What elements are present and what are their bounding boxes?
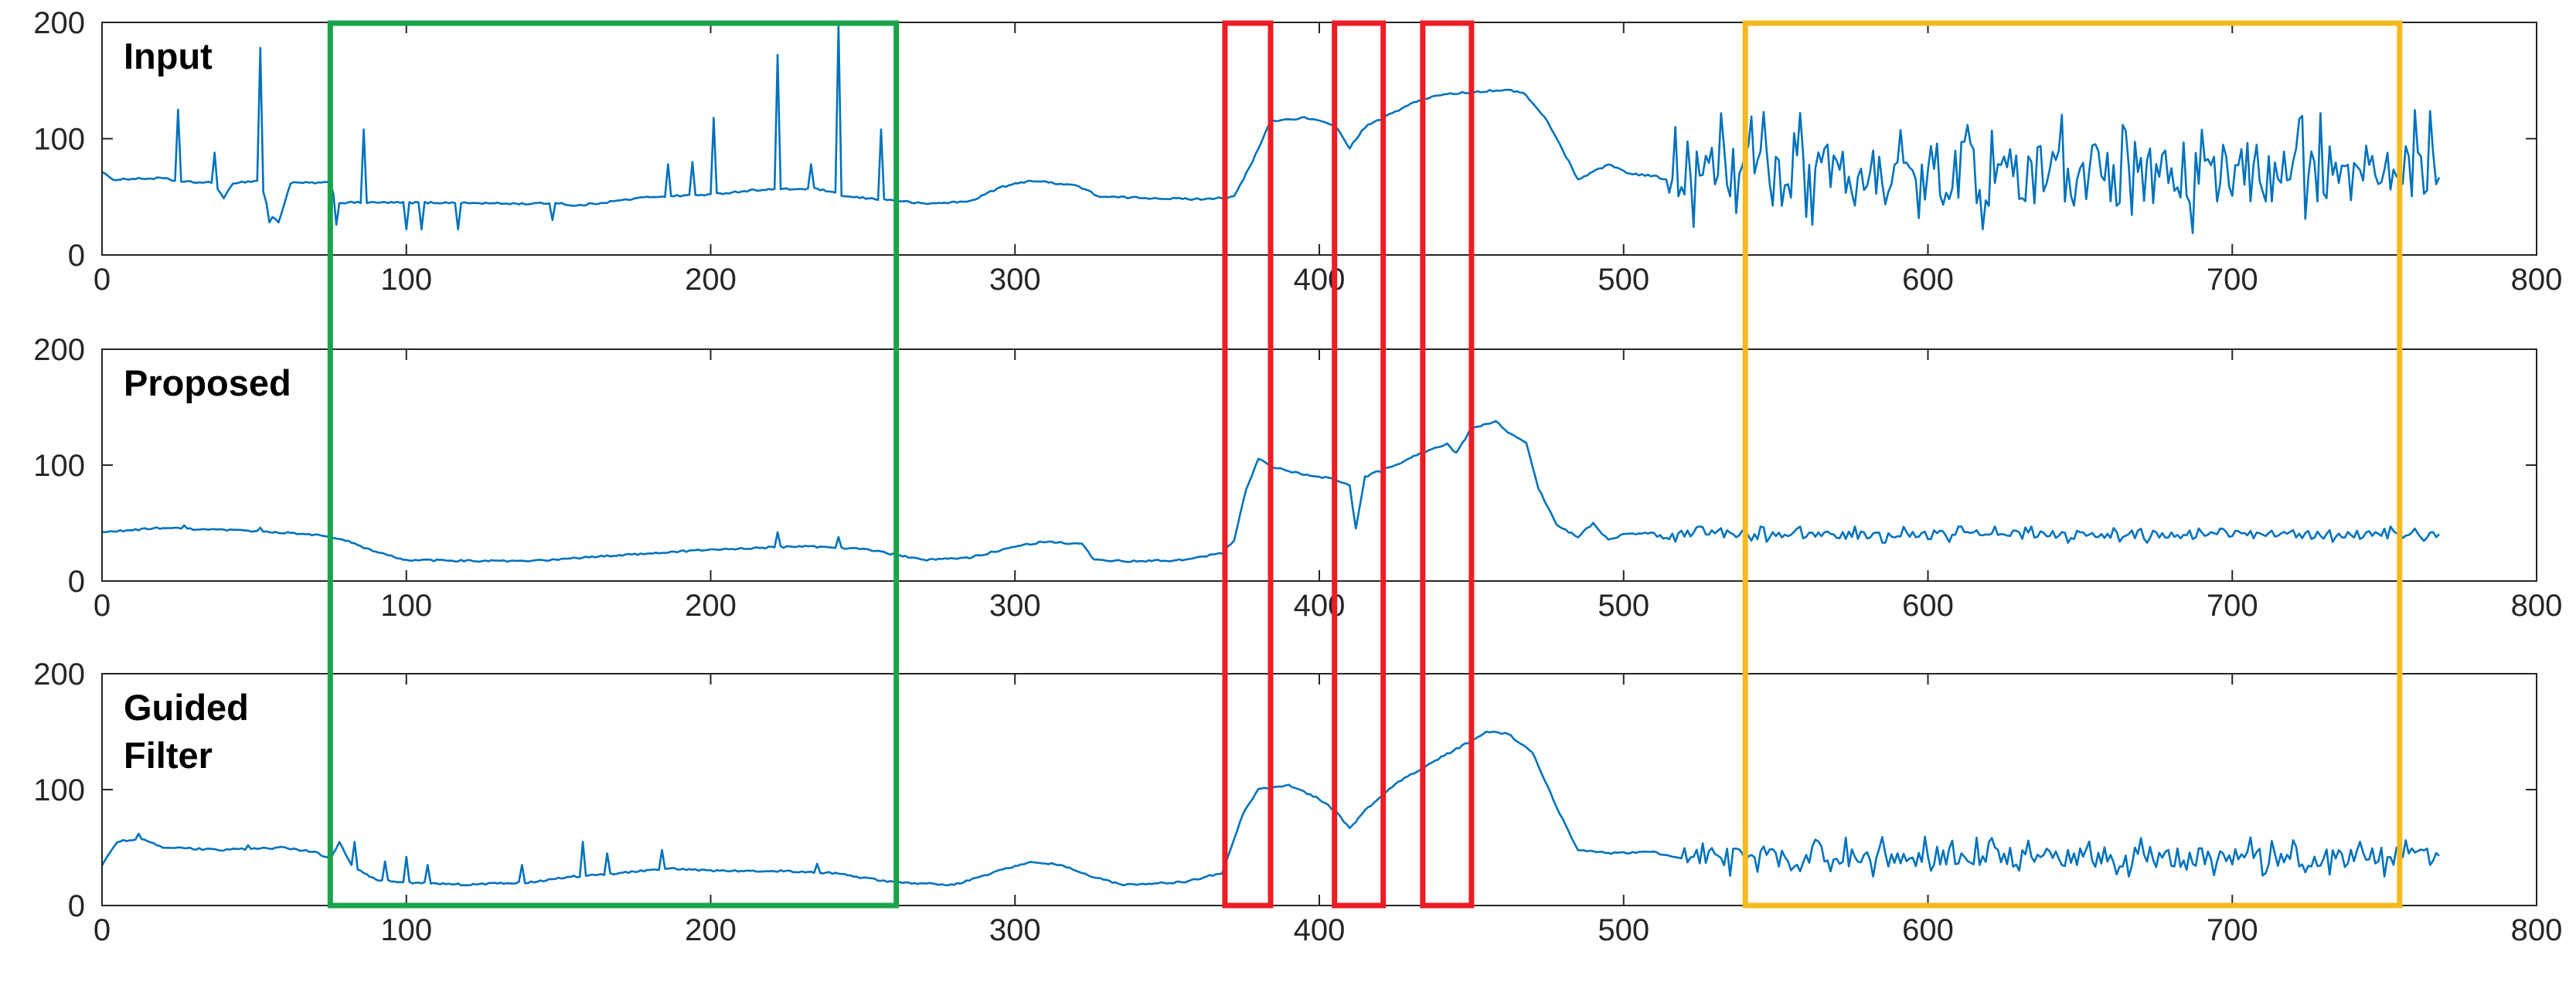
x-tick-label: 800 [2511,589,2563,623]
panel-label: Input [124,36,213,76]
x-tick-label: 200 [685,263,737,297]
y-tick-label: 200 [33,6,85,40]
y-tick-label: 100 [33,449,85,483]
x-tick-label: 800 [2511,913,2563,947]
x-tick-label: 400 [1294,589,1346,623]
x-tick-label: 300 [989,913,1041,947]
x-tick-label: 300 [989,589,1041,623]
x-tick-label: 500 [1598,589,1649,623]
y-tick-label: 200 [33,333,85,367]
x-tick-label: 0 [94,263,111,297]
panel-label-line: Proposed [124,362,291,403]
y-tick-label: 0 [68,889,85,923]
box-red-highlight [1420,20,1475,909]
highlight-boxes [327,20,2403,909]
plot-panels: 0 100 200 300 400 500 600 700 800 0 100 200 Input 0 10… [33,6,2562,947]
plot-panel-3: 0 100 200 300 400 500 600 700 800 0 100 200 Guided Fi… [33,657,2562,947]
panel-label: Proposed [124,362,291,403]
box-yellow-highlight [1742,20,2403,909]
plot-panel-1: 0 100 200 300 400 500 600 700 800 0 100 200 Input [33,6,2562,297]
panel-label-line: Guided [124,687,249,728]
x-tick-label: 600 [1902,913,1954,947]
x-tick-label: 100 [380,913,432,947]
x-tick-label: 200 [685,913,737,947]
y-tick-label: 0 [68,239,85,273]
y-tick-label: 0 [68,565,85,599]
x-tick-label: 600 [1902,263,1954,297]
x-tick-label: 700 [2207,913,2258,947]
panel-label-line: Filter [124,735,213,776]
y-tick-label: 100 [33,123,85,157]
panel-label: Guided Filter [124,687,249,776]
x-tick-label: 400 [1294,913,1346,947]
x-tick-label: 0 [94,589,111,623]
x-tick-label: 600 [1902,589,1954,623]
x-tick-label: 400 [1294,263,1346,297]
x-tick-label: 500 [1598,913,1649,947]
y-tick-label: 200 [33,657,85,691]
panel-label-line: Input [124,36,213,76]
x-tick-label: 800 [2511,263,2563,297]
y-tick-label: 100 [33,773,85,807]
box-red-highlight [1222,20,1274,909]
x-tick-label: 100 [380,263,432,297]
x-tick-label: 700 [2207,589,2258,623]
box-red-highlight [1332,20,1387,909]
x-tick-label: 300 [989,263,1041,297]
box-green-highlight [327,20,900,909]
x-tick-label: 100 [380,589,432,623]
x-tick-label: 700 [2207,263,2258,297]
x-tick-label: 200 [685,589,737,623]
x-tick-label: 0 [94,913,111,947]
x-tick-label: 500 [1598,263,1649,297]
